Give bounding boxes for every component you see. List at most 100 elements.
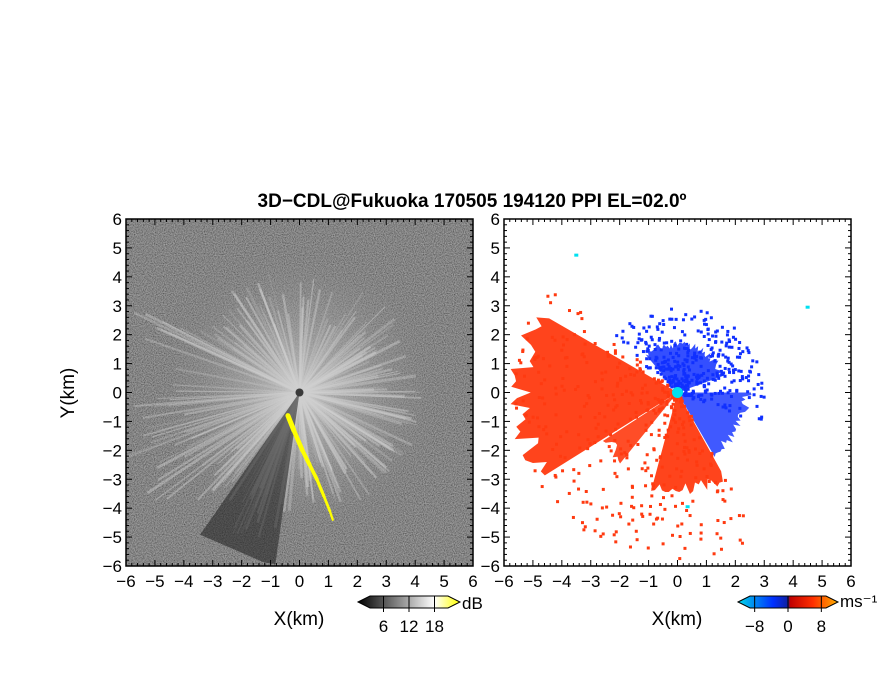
right-echo-pixel (695, 380, 699, 384)
right-echo-pixel (661, 400, 665, 404)
left-echo-ray (143, 391, 300, 437)
right-echo-pixel (643, 383, 647, 387)
left-echo-ray (230, 391, 301, 453)
right-echo-pixel (698, 350, 702, 354)
left-echo-ray (175, 390, 300, 394)
right-echo-pixel (572, 479, 576, 483)
right-echo-pixel (679, 381, 683, 385)
right-echo-pixel (752, 387, 756, 391)
right-echo-pixel (676, 360, 680, 364)
left-echo-ray (222, 314, 300, 393)
right-echo-pixel (561, 335, 565, 339)
right-echo-pixel (729, 362, 733, 366)
right-ytick-label: 5 (491, 239, 500, 258)
left-echo-ray (234, 391, 301, 474)
right-echo-pixel (674, 485, 678, 489)
right-echo-pixel (705, 376, 709, 380)
right-echo-pixel (616, 422, 620, 426)
right-echo-pixel (674, 504, 678, 508)
left-echo-ray (259, 288, 301, 393)
left-echo-ray (298, 391, 381, 447)
right-echo-pixel (675, 377, 679, 381)
left-echo-ray (298, 392, 347, 473)
right-echo-pixel (702, 334, 706, 338)
right-echo-pixel (691, 361, 695, 365)
left-echo-ray (299, 391, 416, 417)
left-echo-ray (298, 339, 401, 394)
right-echo-pixel (695, 355, 699, 359)
left-ytick-label: 1 (113, 355, 122, 374)
right-echo-pixel (671, 402, 675, 406)
right-echo-pixel (542, 428, 546, 432)
right-echo-pixel (670, 385, 674, 389)
right-echo-pixel (727, 360, 731, 364)
right-echo-pixel (654, 366, 658, 370)
right-echo-pixel (728, 404, 732, 408)
right-echo-pixel (653, 396, 657, 400)
right-echo-pixel (668, 351, 672, 355)
left-echo-ray (298, 354, 363, 394)
right-echo-pixel (607, 445, 611, 449)
left-echo-ray (168, 331, 300, 394)
right-echo-pixel (640, 386, 644, 390)
right-echo-pixel (710, 393, 714, 397)
right-echo-pixel (613, 351, 617, 355)
right-echo-pixel (576, 312, 580, 316)
right-echo-pixel (700, 393, 704, 397)
right-echo-pixel (600, 387, 604, 391)
right-colorbar-tick-label: −8 (745, 617, 764, 636)
right-echo-pixel (747, 379, 751, 383)
right-echo-pixel (694, 358, 698, 362)
right-echo-pixel (682, 367, 686, 371)
right-echo-pixel (630, 504, 634, 508)
right-echo-pixel (582, 355, 586, 359)
right-echo-pixel (687, 381, 691, 385)
right-echo-pixel (623, 451, 627, 455)
left-echo-ray (298, 392, 303, 478)
right-echo-pixel (619, 515, 623, 519)
right-echo-pixel (756, 382, 760, 386)
left-echo-yellow-band (291, 427, 305, 453)
right-echo-pixel (711, 377, 715, 381)
left-echo-yellow-band (307, 462, 319, 482)
right-echo-pixel (646, 402, 650, 406)
right-echo-pixel (613, 398, 617, 402)
right-echo-pixel (631, 393, 635, 397)
left-echo-ray (247, 339, 300, 393)
right-echo-pixel (686, 384, 690, 388)
right-echo-pixel (747, 396, 751, 400)
right-echo-group (510, 253, 810, 561)
right-echo-pixel (663, 359, 667, 363)
right-echo-pixel (571, 515, 575, 519)
right-echo-pixel (678, 534, 682, 538)
right-approach-fan (677, 392, 752, 458)
right-echo-pixel (558, 454, 562, 458)
right-echo-pixel (527, 420, 531, 424)
right-echo-pixel (648, 512, 652, 516)
figure-title: 3D−CDL@Fukuoka 170505 194120 PPI EL=02.0… (258, 191, 687, 212)
right-echo-pixel (731, 335, 735, 339)
right-echo-pixel (662, 375, 666, 379)
right-echo-pixel (657, 409, 661, 413)
right-echo-pixel (606, 350, 610, 354)
right-echo-pixel (585, 500, 589, 504)
right-echo-pixel (626, 341, 630, 345)
right-echo-pixel (672, 376, 676, 380)
right-echo-pixel (659, 407, 663, 411)
right-echo-pixel (635, 358, 639, 362)
right-echo-pixel (595, 517, 599, 521)
right-echo-pixel (615, 475, 619, 479)
right-echo-pixel (738, 341, 742, 345)
left-echo-ray (299, 392, 391, 451)
left-ytick-label: 2 (113, 326, 122, 345)
left-echo-ray (298, 391, 357, 449)
right-echo-pixel (635, 370, 639, 374)
left-echo-ray (299, 391, 379, 394)
right-echo-pixel (693, 356, 697, 360)
left-echo-ray (298, 391, 388, 469)
left-echo-ray (172, 384, 300, 394)
right-echo-pixel (719, 536, 723, 540)
right-xtick-label: 0 (673, 572, 682, 591)
right-echo-pixel (679, 475, 683, 479)
right-echo-pixel (670, 375, 674, 379)
